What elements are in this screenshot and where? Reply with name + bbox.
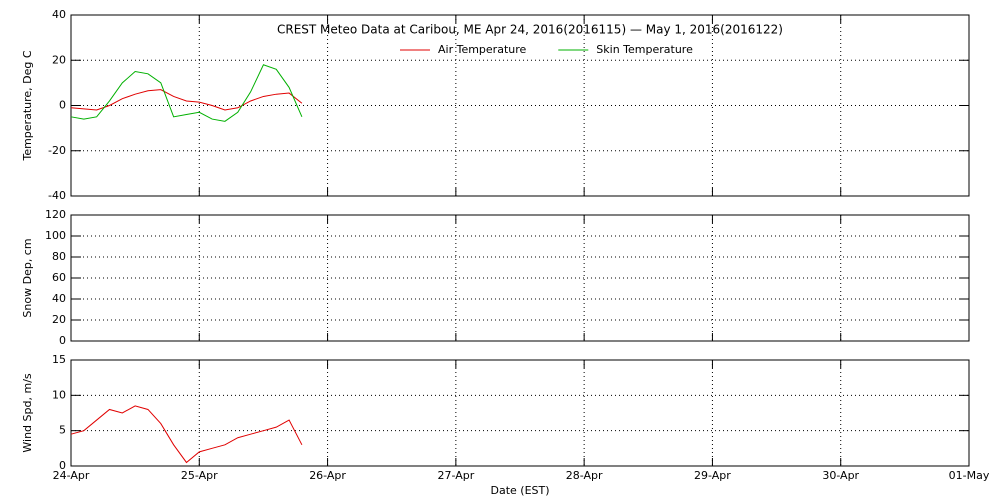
y-tick-label: 80 xyxy=(52,250,66,263)
y-tick-label: 5 xyxy=(59,424,66,437)
x-tick-label: 28-Apr xyxy=(566,469,603,482)
x-axis-label: Date (EST) xyxy=(490,484,549,497)
y-tick-label: 40 xyxy=(52,8,66,21)
x-tick-label: 01-May xyxy=(949,469,990,482)
y-tick-label: 20 xyxy=(52,53,66,66)
y-axis-label: Temperature, Deg C xyxy=(21,50,34,161)
x-tick-label: 27-Apr xyxy=(437,469,474,482)
plot-frame xyxy=(70,214,970,342)
plot-frame xyxy=(70,359,970,467)
legend-label: Air Temperature xyxy=(438,43,527,56)
series-line xyxy=(70,89,303,111)
x-tick-label: 26-Apr xyxy=(309,469,346,482)
chart-title: CREST Meteo Data at Caribou, ME Apr 24, … xyxy=(277,23,783,37)
y-tick-label: 100 xyxy=(45,229,66,242)
legend-label: Skin Temperature xyxy=(596,43,693,56)
y-tick-label: 10 xyxy=(52,388,66,401)
y-tick-label: -40 xyxy=(48,189,66,202)
series-line xyxy=(70,405,303,464)
y-tick-label: -20 xyxy=(48,144,66,157)
plot-frame xyxy=(70,14,970,197)
x-tick-label: 24-Apr xyxy=(53,469,90,482)
y-tick-label: 20 xyxy=(52,313,66,326)
series-line xyxy=(70,64,303,122)
y-axis-label: Snow Dep, cm xyxy=(21,238,34,317)
y-tick-label: 0 xyxy=(59,459,66,472)
y-axis-label: Wind Spd, m/s xyxy=(21,373,34,453)
y-tick-label: 60 xyxy=(52,271,66,284)
y-tick-label: 15 xyxy=(52,353,66,366)
x-tick-label: 30-Apr xyxy=(822,469,859,482)
y-tick-label: 40 xyxy=(52,292,66,305)
y-tick-label: 0 xyxy=(59,99,66,112)
x-tick-label: 25-Apr xyxy=(181,469,218,482)
y-tick-label: 0 xyxy=(59,334,66,347)
x-tick-label: 29-Apr xyxy=(694,469,731,482)
y-tick-label: 120 xyxy=(45,208,66,221)
